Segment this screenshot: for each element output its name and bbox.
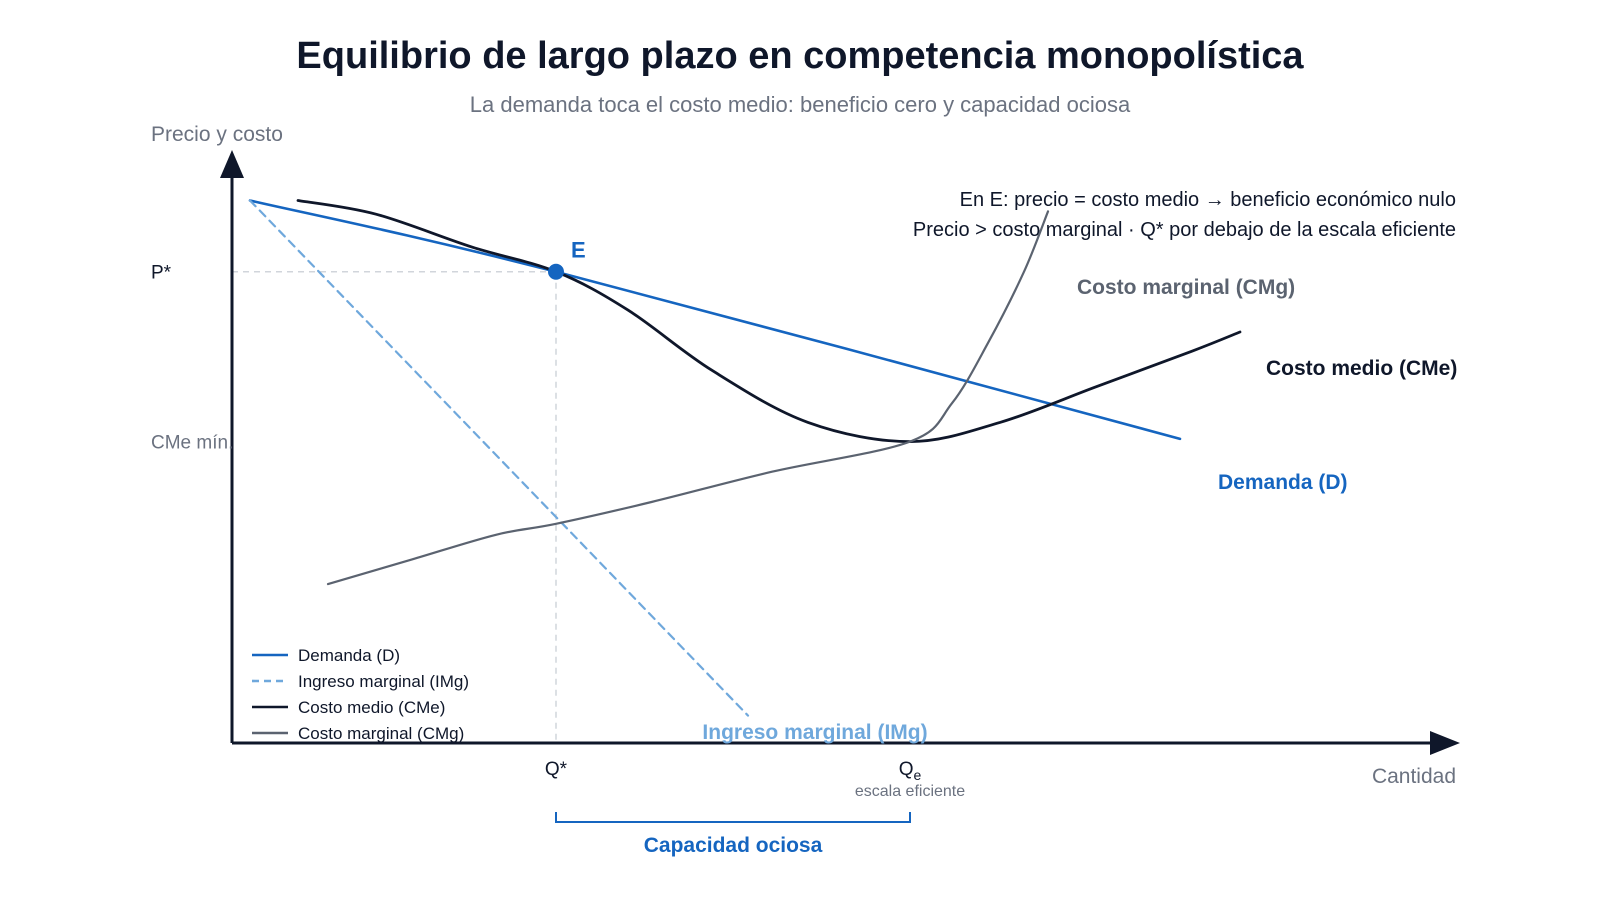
x-tick-note: escala eficiente [855,783,965,800]
curve-label-marginal-revenue: Ingreso marginal (IMg) [702,721,927,744]
x-axis-arrow-icon [1430,731,1460,755]
curve-label-average-cost: Costo medio (CMe) [1266,357,1457,380]
y-tick-label: CMe mín. [151,433,233,454]
legend-item-demand: Demanda (D) [298,646,400,665]
y-tick-label: P* [151,263,172,284]
curve-label-demand: Demanda (D) [1218,471,1348,494]
x-tick-label: Q* [545,759,568,780]
y-axis-arrow-icon [220,150,244,178]
capacity-bracket [555,812,911,823]
legend-item-marginal-revenue: Ingreso marginal (IMg) [298,672,469,691]
series-marginal-cost [326,210,1050,586]
legend-item-average-cost: Costo medio (CMe) [298,698,445,717]
annotation-line-1: En E: precio = costo medio → beneficio e… [960,189,1456,211]
annotation-line-2: Precio > costo marginal · Q* por debajo … [913,219,1456,241]
legend-item-marginal-cost: Costo marginal (CMg) [298,724,464,743]
x-axis-label: Cantidad [1372,765,1456,788]
series-marginal-revenue [248,199,750,717]
series-average-cost [296,199,1242,444]
curve-label-marginal-cost: Costo marginal (CMg) [1077,276,1295,299]
equilibrium-label: E [571,238,586,263]
chart-title: Equilibrio de largo plazo en competencia… [296,35,1304,77]
x-tick-label: Qe [899,759,922,783]
series-demand [248,199,1182,441]
y-axis-label: Precio y costo [151,123,283,146]
capacity-bracket-label: Capacidad ociosa [644,834,823,857]
equilibrium-point [548,263,564,280]
chart-subtitle: La demanda toca el costo medio: benefici… [470,92,1131,117]
